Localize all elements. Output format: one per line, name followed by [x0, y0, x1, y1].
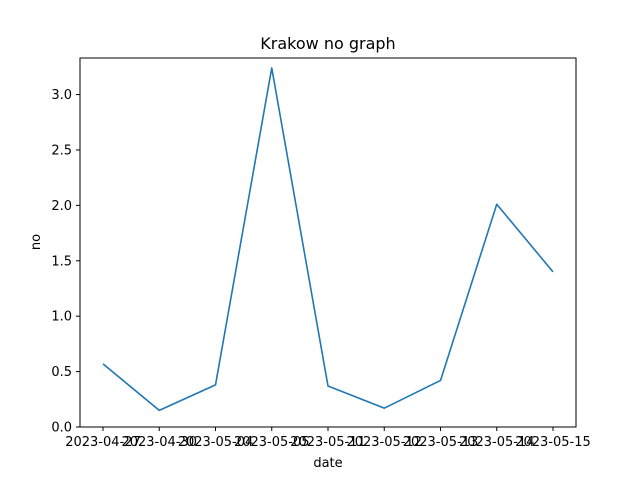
x-tick-label: 2023-05-12	[346, 435, 422, 450]
y-tick-label: 3.0	[51, 88, 72, 103]
y-tick-label: 1.0	[51, 310, 72, 325]
x-tick-label: 2023-05-14	[459, 435, 535, 450]
x-tick-label: 2023-05-15	[515, 435, 591, 450]
y-axis: 0.0 0.5 1.0 1.5 2.0 2.5 3.0	[51, 88, 80, 436]
x-tick-label: 2023-04-30	[121, 435, 197, 450]
y-tick-label: 2.0	[51, 199, 72, 214]
series-line	[102, 67, 554, 412]
x-axis-label: date	[313, 456, 342, 471]
x-tick-label: 2023-05-04	[178, 435, 254, 450]
chart-title: Krakow no graph	[260, 34, 395, 53]
x-tick-label: 2023-05-05	[234, 435, 310, 450]
x-axis: 2023-04-272023-04-302023-05-042023-05-05…	[65, 427, 591, 450]
y-tick-label: 0.5	[51, 365, 72, 380]
y-tick-label: 0.0	[51, 421, 72, 436]
x-tick-label: 2023-05-11	[290, 435, 366, 450]
x-tick-label: 2023-04-27	[65, 435, 141, 450]
y-tick-label: 2.5	[51, 143, 72, 158]
y-axis-label: no	[29, 234, 44, 250]
y-tick-label: 1.5	[51, 254, 72, 269]
x-tick-label: 2023-05-13	[403, 435, 479, 450]
